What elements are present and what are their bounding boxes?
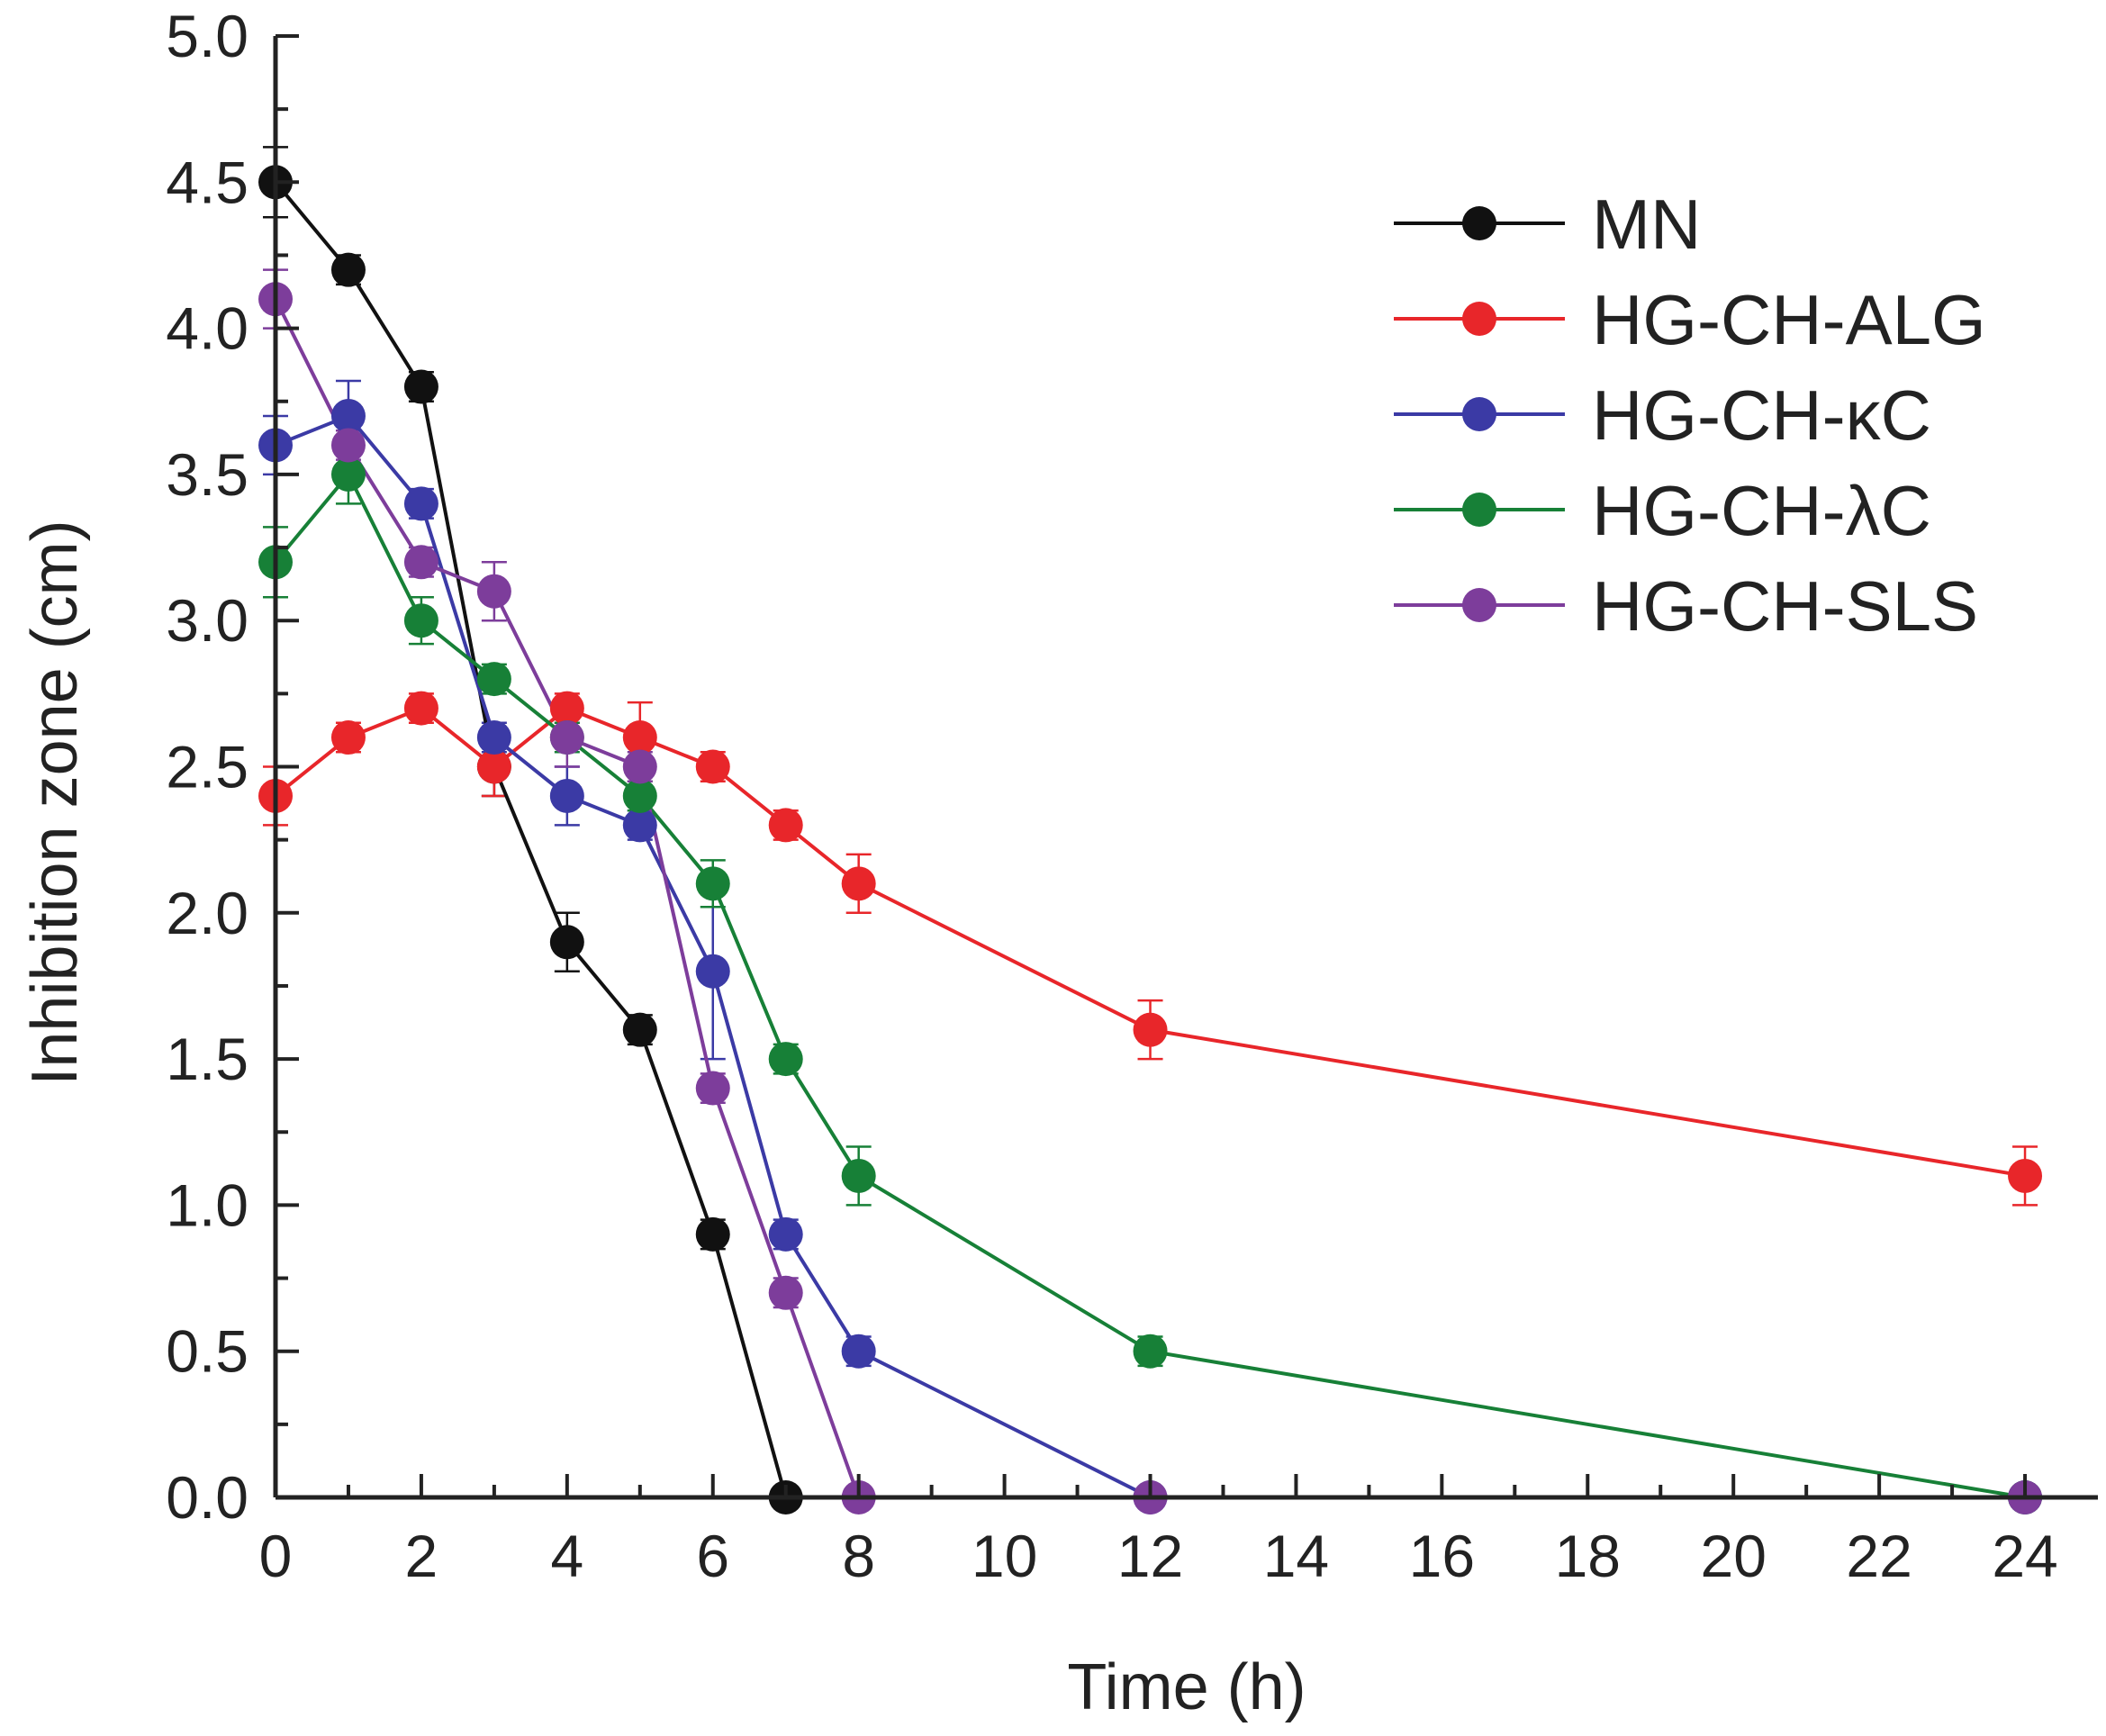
data-point <box>403 486 438 521</box>
y-tick-label: 1.5 <box>166 1026 249 1092</box>
y-tick-label: 3.5 <box>166 441 249 508</box>
y-tick-label: 1.0 <box>166 1171 249 1238</box>
data-point <box>549 691 584 726</box>
data-point <box>695 1216 730 1252</box>
data-point <box>330 720 366 755</box>
data-point <box>695 954 730 989</box>
legend: MN HG-CH-ALG HG-CH-κC HG-CH-λC HG-CH-SLS <box>1394 185 1986 646</box>
data-point <box>403 369 438 404</box>
legend-marker <box>1462 588 1496 622</box>
x-tick-label: 18 <box>1555 1523 1621 1589</box>
data-point <box>841 866 876 901</box>
data-point <box>695 866 730 901</box>
data-point <box>841 1158 876 1193</box>
y-tick-label: 0.5 <box>166 1318 249 1385</box>
data-point <box>549 778 584 813</box>
legend-entry: HG-CH-SLS <box>1394 566 1978 646</box>
legend-marker <box>1462 397 1496 431</box>
x-tick-label: 16 <box>1409 1523 1475 1589</box>
legend-label: HG-CH-κC <box>1592 375 1931 455</box>
data-point <box>330 457 366 492</box>
data-point <box>1133 1334 1168 1369</box>
data-point <box>2008 1158 2043 1193</box>
x-tick-label: 20 <box>1700 1523 1766 1589</box>
y-tick-label: 0.0 <box>166 1464 249 1531</box>
series-line <box>274 181 788 1498</box>
data-point <box>403 545 438 580</box>
data-point <box>403 691 438 726</box>
y-tick-label: 2.5 <box>166 734 249 800</box>
data-point <box>695 1071 730 1106</box>
legend-entry: HG-CH-κC <box>1394 375 1931 455</box>
data-point <box>476 720 511 755</box>
legend-label: HG-CH-ALG <box>1592 280 1986 359</box>
y-tick-label: 2.0 <box>166 880 249 946</box>
data-point <box>330 398 366 433</box>
x-tick-label: 10 <box>972 1523 1037 1589</box>
x-tick-label: 24 <box>1992 1523 2057 1589</box>
legend-marker <box>1462 302 1496 336</box>
data-point <box>622 778 657 813</box>
y-tick-label: 4.5 <box>166 149 249 215</box>
data-point <box>330 252 366 287</box>
x-tick-label: 22 <box>1846 1523 1912 1589</box>
x-tick-label: 2 <box>405 1523 438 1589</box>
data-point <box>549 720 584 755</box>
legend-label: HG-CH-λC <box>1592 471 1931 550</box>
axes: 0 2 4 6 8 10 12 14 16 18 20 22 240.00.51.01.52.02.53… <box>166 3 2098 1589</box>
data-point <box>841 1334 876 1369</box>
legend-entry: HG-CH-λC <box>1394 471 1931 550</box>
data-point <box>622 1012 657 1047</box>
data-points <box>258 165 2043 1514</box>
legend-marker <box>1462 493 1496 527</box>
data-point <box>622 720 657 755</box>
data-point <box>476 662 511 697</box>
x-axis-title: Time (h) <box>1067 1651 1306 1723</box>
data-point <box>476 749 511 784</box>
x-tick-label: 14 <box>1263 1523 1329 1589</box>
y-tick-label: 3.0 <box>166 587 249 654</box>
series-line <box>274 706 2026 1178</box>
data-point <box>549 925 584 960</box>
legend-marker <box>1462 206 1496 240</box>
x-tick-label: 4 <box>550 1523 583 1589</box>
data-point <box>476 574 511 609</box>
data-point <box>622 749 657 784</box>
data-point <box>768 1275 803 1310</box>
data-point <box>330 428 366 463</box>
legend-label: MN <box>1592 185 1701 264</box>
x-tick-label: 6 <box>696 1523 729 1589</box>
x-tick-label: 12 <box>1117 1523 1183 1589</box>
data-point <box>768 1042 803 1077</box>
legend-entry: HG-CH-ALG <box>1394 280 1986 359</box>
data-point <box>768 1216 803 1252</box>
y-tick-label: 5.0 <box>166 3 249 69</box>
data-point <box>695 749 730 784</box>
x-tick-label: 8 <box>842 1523 875 1589</box>
legend-entry: MN <box>1394 185 1701 264</box>
x-tick-label: 0 <box>259 1523 293 1589</box>
legend-label: HG-CH-SLS <box>1592 566 1978 646</box>
data-point <box>768 808 803 843</box>
y-axis-title: Inhibition zone (cm) <box>19 520 91 1085</box>
data-point <box>622 808 657 843</box>
y-tick-label: 4.0 <box>166 295 249 362</box>
data-point <box>403 603 438 638</box>
data-point <box>1133 1012 1168 1047</box>
